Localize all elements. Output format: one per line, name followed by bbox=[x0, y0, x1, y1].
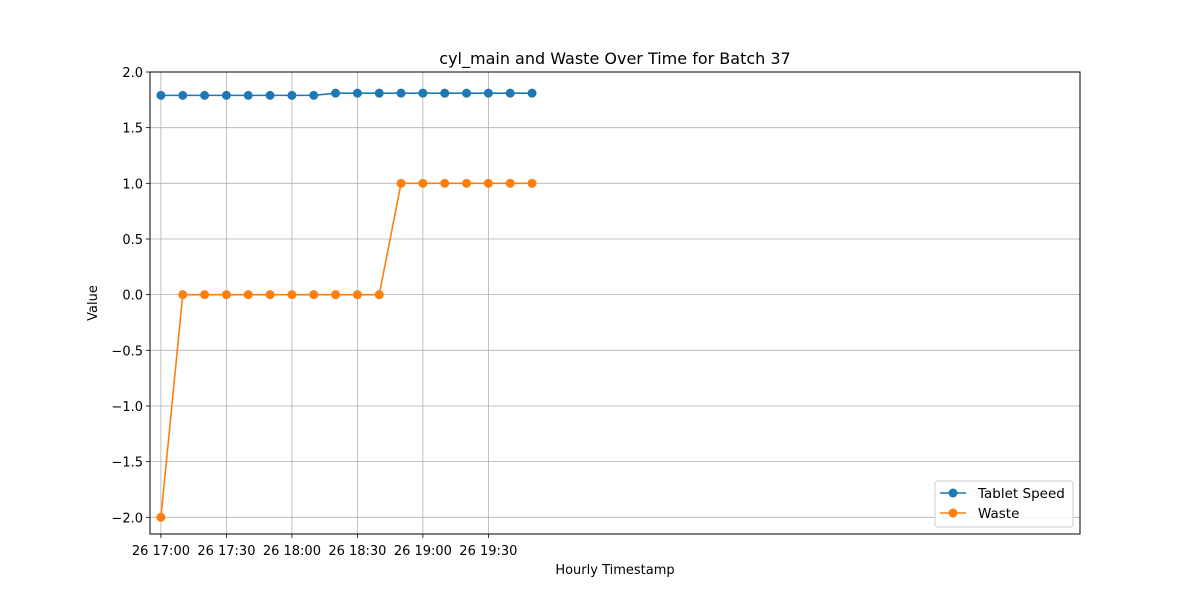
data-point-tablet-speed bbox=[483, 88, 493, 98]
data-point-waste bbox=[352, 290, 362, 300]
data-point-tablet-speed bbox=[331, 88, 341, 98]
data-point-waste bbox=[462, 178, 472, 188]
legend-label-tablet-speed: Tablet Speed bbox=[977, 486, 1065, 502]
x-tick-label: 26 18:30 bbox=[328, 544, 386, 559]
legend-marker-tablet-speed bbox=[948, 488, 958, 498]
data-point-waste bbox=[221, 290, 231, 300]
data-point-waste bbox=[418, 178, 428, 188]
data-point-tablet-speed bbox=[287, 90, 297, 100]
data-point-tablet-speed bbox=[352, 88, 362, 98]
data-point-tablet-speed bbox=[527, 88, 537, 98]
x-axis-label: Hourly Timestamp bbox=[555, 563, 674, 578]
y-tick-label: −2.0 bbox=[111, 511, 143, 526]
data-point-tablet-speed bbox=[221, 90, 231, 100]
plot-frame bbox=[149, 71, 1081, 535]
data-point-waste bbox=[156, 512, 166, 522]
data-point-tablet-speed bbox=[200, 90, 210, 100]
y-axis-label: Value bbox=[86, 285, 101, 321]
y-tick-label: 2.0 bbox=[122, 66, 143, 81]
data-point-waste bbox=[331, 290, 341, 300]
chart-title: cyl_main and Waste Over Time for Batch 3… bbox=[439, 49, 790, 69]
data-point-tablet-speed bbox=[156, 90, 166, 100]
data-point-waste bbox=[287, 290, 297, 300]
data-point-tablet-speed bbox=[243, 90, 253, 100]
legend: Tablet Speed Waste bbox=[934, 480, 1074, 528]
data-point-waste bbox=[265, 290, 275, 300]
data-point-tablet-speed bbox=[178, 90, 188, 100]
data-point-tablet-speed bbox=[396, 88, 406, 98]
legend-label-waste: Waste bbox=[978, 506, 1019, 522]
data-point-waste bbox=[243, 290, 253, 300]
y-tick-label: 0.5 bbox=[122, 233, 143, 248]
x-tick-label: 26 18:00 bbox=[263, 544, 321, 559]
data-point-tablet-speed bbox=[505, 88, 515, 98]
axis-ticks: 26 17:00 26 17:30 26 18:00 26 18:30 26 19:00… bbox=[111, 66, 517, 559]
y-tick-label: −0.5 bbox=[111, 344, 143, 359]
data-point-waste bbox=[527, 178, 537, 188]
data-point-waste bbox=[178, 290, 188, 300]
legend-box bbox=[934, 480, 1074, 528]
data-point-waste bbox=[505, 178, 515, 188]
data-point-waste bbox=[374, 290, 384, 300]
series-layer bbox=[156, 88, 537, 522]
data-point-tablet-speed bbox=[462, 88, 472, 98]
data-point-waste bbox=[309, 290, 319, 300]
data-point-waste bbox=[200, 290, 210, 300]
data-point-tablet-speed bbox=[418, 88, 428, 98]
data-point-tablet-speed bbox=[265, 90, 275, 100]
y-tick-label: −1.5 bbox=[111, 456, 143, 471]
x-tick-label: 26 19:30 bbox=[459, 544, 517, 559]
data-point-tablet-speed bbox=[440, 88, 450, 98]
y-tick-label: 1.5 bbox=[122, 122, 143, 137]
y-tick-label: 1.0 bbox=[122, 177, 143, 192]
data-point-waste bbox=[396, 178, 406, 188]
x-tick-label: 26 17:30 bbox=[197, 544, 255, 559]
x-tick-label: 26 17:00 bbox=[132, 544, 190, 559]
x-tick-label: 26 19:00 bbox=[394, 544, 452, 559]
data-point-tablet-speed bbox=[309, 90, 319, 100]
y-tick-label: 0.0 bbox=[122, 289, 143, 304]
data-point-waste bbox=[483, 178, 493, 188]
legend-marker-waste bbox=[948, 508, 958, 518]
data-point-tablet-speed bbox=[374, 88, 384, 98]
y-tick-label: −1.0 bbox=[111, 400, 143, 415]
data-point-waste bbox=[440, 178, 450, 188]
